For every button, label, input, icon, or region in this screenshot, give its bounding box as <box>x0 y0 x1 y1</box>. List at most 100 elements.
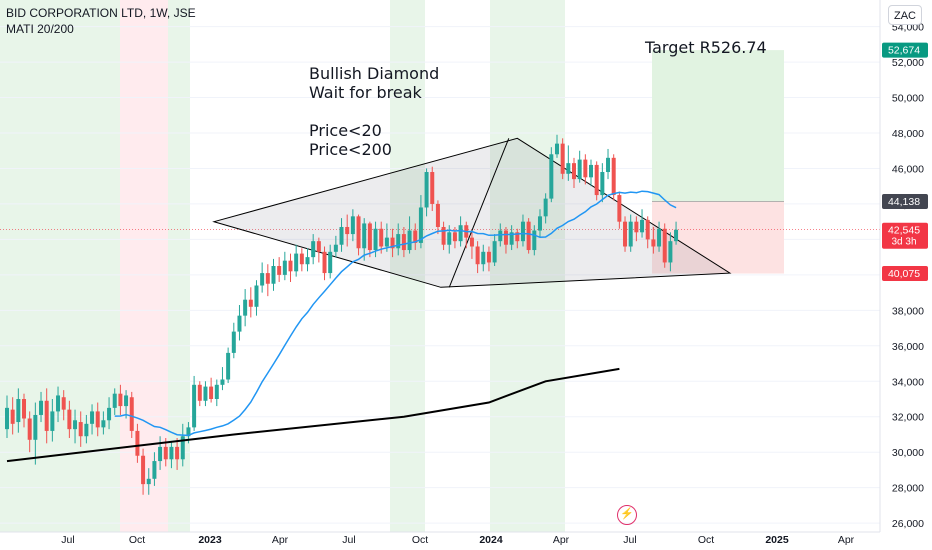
candle-body <box>305 257 310 265</box>
y-tick-label: 54,000 <box>892 22 924 34</box>
indicator-label[interactable]: MATI 20/200 <box>6 22 74 36</box>
candle-body <box>226 352 231 380</box>
price-label-countdown: 3d 3h <box>891 237 916 248</box>
candle-body <box>322 251 327 274</box>
x-tick-label: 2024 <box>479 534 503 546</box>
diamond-pattern <box>212 137 732 288</box>
x-tick-label: 2025 <box>765 534 789 546</box>
candle-body <box>112 393 117 408</box>
candle-body <box>418 207 423 243</box>
candle-body <box>634 221 639 233</box>
regime-band <box>390 0 425 532</box>
candle-body <box>469 237 474 247</box>
candle-body <box>73 420 78 430</box>
candle-body <box>282 260 287 275</box>
candle-body <box>124 395 129 407</box>
candle-body <box>662 228 667 263</box>
candle-body <box>430 172 435 204</box>
candle-body <box>492 241 497 263</box>
candle-body <box>78 422 83 437</box>
x-tick-label: Apr <box>553 534 570 546</box>
price-label-box <box>882 193 928 209</box>
lightning-icon[interactable]: ⚡ <box>617 505 637 525</box>
pattern-note-line-3 <box>309 102 439 121</box>
candle-body <box>589 164 594 178</box>
candle-body <box>566 163 571 174</box>
candle-body <box>197 384 202 401</box>
candle-body <box>22 399 27 419</box>
candle-body <box>356 216 361 249</box>
candle-body <box>186 427 191 437</box>
candle-body <box>44 400 49 431</box>
y-tick-label: 48,000 <box>892 128 924 140</box>
candle-body <box>248 299 253 307</box>
price-label-box <box>882 222 928 249</box>
x-tick-label: Apr <box>272 534 289 546</box>
candle-body <box>277 266 282 275</box>
candle-body <box>657 228 662 247</box>
candle-body <box>163 446 168 460</box>
target-label: Target R526.74 <box>645 38 767 57</box>
candle-body <box>594 164 599 196</box>
candle-body <box>243 299 248 316</box>
y-tick-label: 46,000 <box>892 163 924 175</box>
candle-body <box>475 246 480 265</box>
regime-band <box>490 0 565 532</box>
candle-body <box>61 397 66 410</box>
x-tick-label: 2023 <box>198 534 222 546</box>
candle-body <box>379 228 384 247</box>
y-tick-label: 36,000 <box>892 341 924 353</box>
price-label-text: 40,075 <box>888 268 920 280</box>
y-tick-label: 38,000 <box>892 305 924 317</box>
candle-body <box>577 159 582 180</box>
candle-body <box>90 411 95 424</box>
candle-body <box>572 163 576 180</box>
candle-body <box>554 143 559 155</box>
candle-body <box>152 461 157 479</box>
candle-body <box>503 230 508 245</box>
candle-body <box>10 409 15 424</box>
pattern-note-line-2: Wait for break <box>309 83 422 102</box>
candle-body <box>645 219 650 240</box>
moving-averages <box>6 190 677 463</box>
candle-body <box>192 384 197 428</box>
candle-body <box>520 221 525 242</box>
candle-body <box>362 223 367 249</box>
candle-body <box>5 407 9 430</box>
price-label-text: 44,138 <box>888 196 920 208</box>
candle-body <box>441 226 446 245</box>
candle-body <box>458 225 463 242</box>
candle-body <box>339 226 344 245</box>
candle-body <box>101 420 106 428</box>
candle-body <box>209 386 214 399</box>
candle-body <box>611 157 616 196</box>
candle-body <box>294 253 299 272</box>
candle-body <box>231 331 236 353</box>
candle-body <box>606 157 611 173</box>
candle-body <box>407 230 412 251</box>
candle-body <box>311 241 316 258</box>
candle-body <box>447 232 452 245</box>
candle-body <box>623 221 628 247</box>
candle-body <box>481 251 486 265</box>
regime-band <box>0 0 120 532</box>
candle-body <box>158 446 163 462</box>
pattern-note: Bullish Diamond Wait for break Price<20 … <box>309 64 439 159</box>
candle-body <box>271 266 276 284</box>
candle-body <box>435 203 440 227</box>
chart-title: BID CORPORATION LTD, 1W, JSE <box>6 6 196 20</box>
pattern-note-line-1: Bullish Diamond <box>309 64 440 83</box>
candle-body <box>384 237 389 247</box>
price-label-text: 42,545 <box>888 225 920 237</box>
background-bands <box>0 0 565 532</box>
currency-button[interactable]: ZAC <box>888 5 922 25</box>
candle-body <box>373 228 378 251</box>
candle-body <box>27 418 32 440</box>
candle-body <box>526 221 531 251</box>
candle-body <box>674 229 679 242</box>
target-zone <box>652 50 784 202</box>
candle-body <box>628 221 633 247</box>
candle-body <box>180 436 185 460</box>
candle-body <box>345 226 350 235</box>
y-tick-label: 30,000 <box>892 447 924 459</box>
